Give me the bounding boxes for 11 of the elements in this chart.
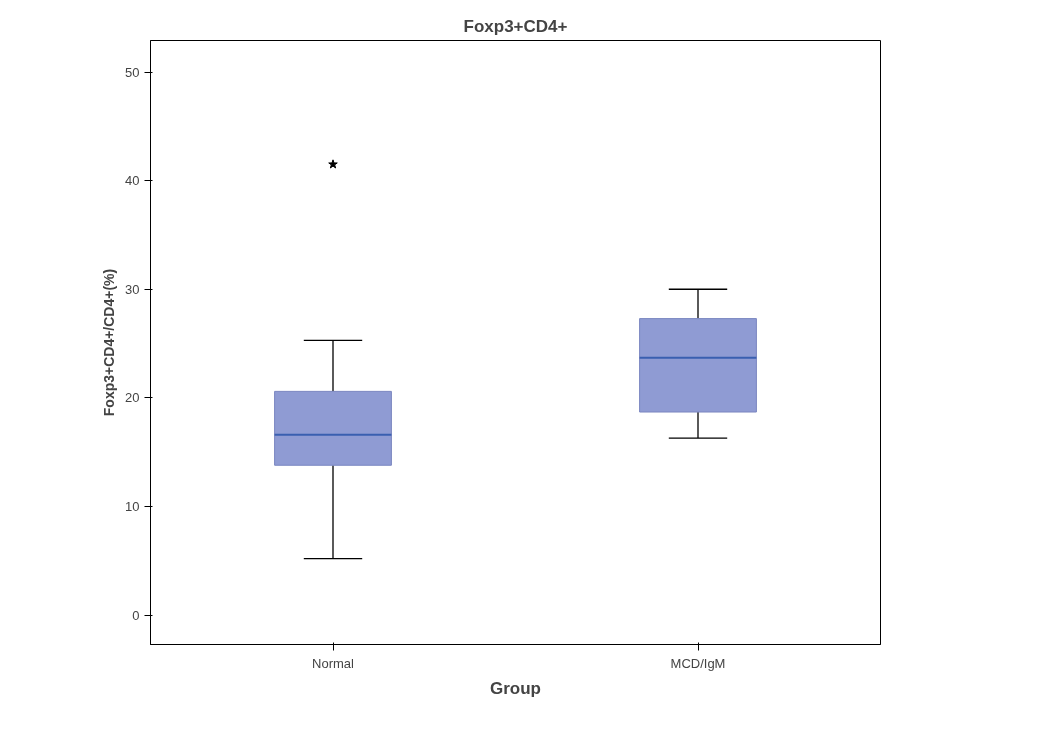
y-tick-label: 50 <box>125 64 140 80</box>
y-tick-label: 0 <box>132 607 140 623</box>
chart-title: Foxp3+CD4+ <box>463 16 568 36</box>
y-tick-label: 30 <box>125 281 140 297</box>
y-tick-label: 10 <box>125 499 140 515</box>
y-tick-label: 40 <box>125 173 140 189</box>
y-tick-label: 20 <box>125 390 140 406</box>
y-axis-title: Foxp3+CD4+/CD4+(%) <box>101 268 118 417</box>
x-tick-label: MCD/IgM <box>670 655 726 671</box>
x-axis-title: Group <box>490 678 541 698</box>
x-tick-label: Normal <box>312 655 355 671</box>
